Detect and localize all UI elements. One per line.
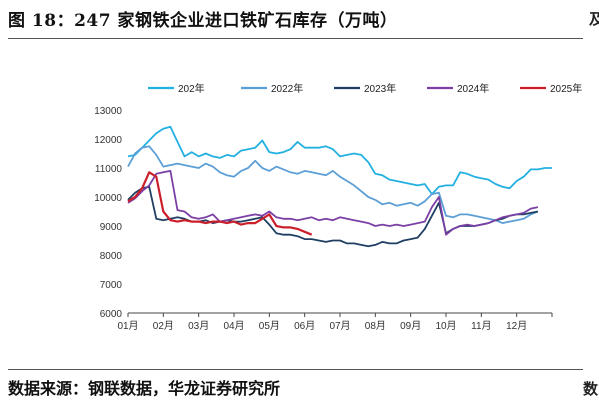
y-tick-label: 7000 [100, 280, 123, 291]
series-lines [127, 125, 552, 248]
series-line-2025 [127, 171, 313, 236]
y-tick-label: 12000 [94, 135, 122, 146]
legend-label: 2024年 [457, 82, 489, 95]
legend-item-2022: 2022年 [241, 82, 303, 95]
line-chart: 202年 2022年 2023年 2024年 2025年 6000 7000 8000 900… [94, 82, 582, 332]
x-tick-label: 03月 [188, 320, 209, 332]
legend-item-2025: 2025年 [520, 82, 582, 95]
y-tick-label: 9000 [100, 222, 123, 233]
x-tick-label: 08月 [365, 320, 386, 332]
legend-label: 202年 [178, 82, 205, 95]
cropped-neighbor-text-bottom: 数 [583, 380, 599, 398]
y-tick-label: 13000 [94, 106, 122, 117]
legend-label: 2025年 [550, 82, 582, 95]
legend-label: 2023年 [364, 82, 396, 95]
y-tick-label: 10000 [94, 193, 122, 204]
series-line-2021 [127, 125, 552, 196]
legend-item-2023: 2023年 [334, 82, 396, 95]
x-tick-label: 12月 [506, 320, 527, 332]
x-tick-label: 07月 [329, 320, 350, 332]
series-line-2024 [127, 169, 539, 236]
y-tick-label: 6000 [100, 309, 123, 320]
x-tick-label: 10月 [435, 320, 456, 332]
x-tick-label: 06月 [294, 320, 315, 332]
x-tick-label: 09月 [400, 320, 421, 332]
y-axis: 6000 7000 8000 9000 10000 11000 12000 13000 [94, 106, 122, 320]
y-tick-label: 8000 [100, 251, 123, 262]
legend-label: 2022年 [271, 82, 303, 95]
title-divider [8, 38, 583, 39]
x-tick-label: 01月 [117, 320, 138, 332]
legend-item-2024: 2024年 [427, 82, 489, 95]
x-tick-label: 05月 [259, 320, 280, 332]
x-tick-label: 04月 [223, 320, 244, 332]
cropped-neighbor-text-top: 及 [589, 10, 599, 28]
figure-title: 图 18：247 家钢铁企业进口铁矿石库存（万吨） [8, 11, 398, 31]
x-tick-label: 02月 [153, 320, 174, 332]
series-line-2022 [127, 145, 539, 225]
chart-legend: 202年 2022年 2023年 2024年 2025年 [148, 82, 582, 95]
x-axis: 01月 02月 03月 04月 05月 06月 07月 08月 09月 10月 11月 12月 [117, 312, 553, 332]
legend-item-2021: 202年 [148, 82, 205, 95]
figure-source: 数据来源：钢联数据，华龙证券研究所 [8, 379, 281, 398]
x-tick-label: 11月 [471, 320, 491, 332]
y-tick-label: 11000 [95, 164, 123, 175]
source-divider [8, 369, 583, 370]
